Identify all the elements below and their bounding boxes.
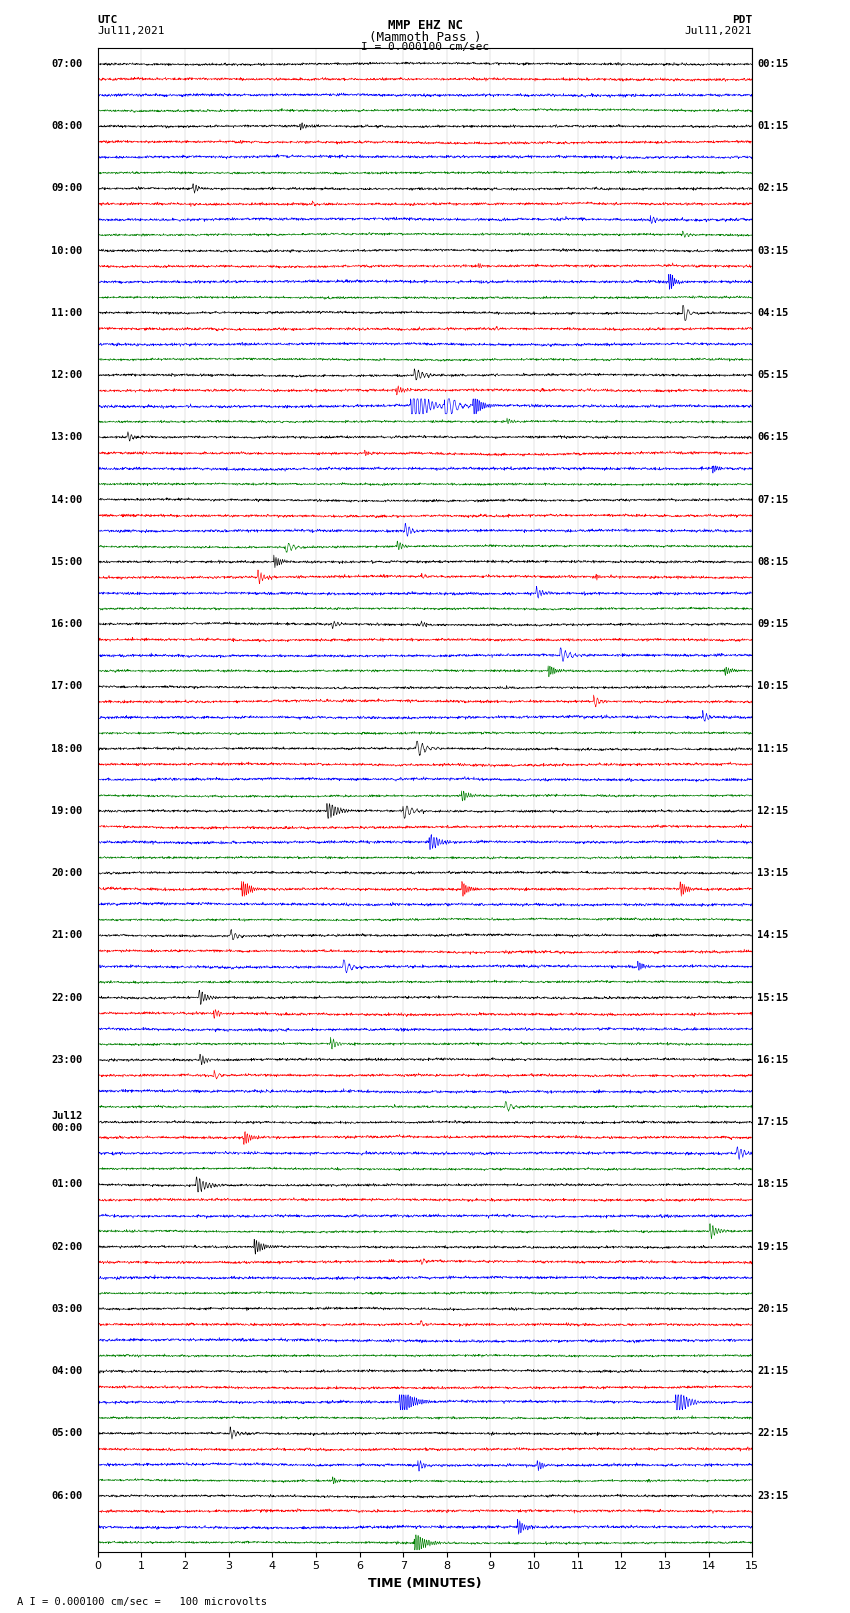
Text: 23:00: 23:00	[51, 1055, 82, 1065]
Text: 13:00: 13:00	[51, 432, 82, 442]
Text: 16:00: 16:00	[51, 619, 82, 629]
Text: PDT: PDT	[732, 15, 752, 24]
Text: 04:00: 04:00	[51, 1366, 82, 1376]
Text: 00:15: 00:15	[757, 60, 789, 69]
Text: 10:00: 10:00	[51, 245, 82, 256]
Text: 23:15: 23:15	[757, 1490, 789, 1500]
Text: 10:15: 10:15	[757, 681, 789, 692]
Text: A I = 0.000100 cm/sec =   100 microvolts: A I = 0.000100 cm/sec = 100 microvolts	[17, 1597, 267, 1607]
Text: 06:00: 06:00	[51, 1490, 82, 1500]
Text: 05:15: 05:15	[757, 371, 789, 381]
Text: 09:00: 09:00	[51, 184, 82, 194]
Text: Jul11,2021: Jul11,2021	[685, 26, 752, 35]
Text: 22:00: 22:00	[51, 992, 82, 1003]
Text: 19:00: 19:00	[51, 806, 82, 816]
X-axis label: TIME (MINUTES): TIME (MINUTES)	[368, 1578, 482, 1590]
Text: Jul11,2021: Jul11,2021	[98, 26, 165, 35]
Text: 09:15: 09:15	[757, 619, 789, 629]
Text: Jul12
00:00: Jul12 00:00	[51, 1111, 82, 1132]
Text: 11:15: 11:15	[757, 744, 789, 753]
Text: 08:00: 08:00	[51, 121, 82, 131]
Text: 03:00: 03:00	[51, 1303, 82, 1315]
Text: MMP EHZ NC: MMP EHZ NC	[388, 19, 462, 32]
Text: 01:15: 01:15	[757, 121, 789, 131]
Text: 20:15: 20:15	[757, 1303, 789, 1315]
Text: 17:15: 17:15	[757, 1118, 789, 1127]
Text: 11:00: 11:00	[51, 308, 82, 318]
Text: 19:15: 19:15	[757, 1242, 789, 1252]
Text: 04:15: 04:15	[757, 308, 789, 318]
Text: I = 0.000100 cm/sec: I = 0.000100 cm/sec	[361, 42, 489, 52]
Text: 17:00: 17:00	[51, 681, 82, 692]
Text: 12:15: 12:15	[757, 806, 789, 816]
Text: 08:15: 08:15	[757, 556, 789, 566]
Text: UTC: UTC	[98, 15, 118, 24]
Text: 14:15: 14:15	[757, 931, 789, 940]
Text: 18:00: 18:00	[51, 744, 82, 753]
Text: 02:15: 02:15	[757, 184, 789, 194]
Text: 15:00: 15:00	[51, 556, 82, 566]
Text: 14:00: 14:00	[51, 495, 82, 505]
Text: (Mammoth Pass ): (Mammoth Pass )	[369, 31, 481, 44]
Text: 13:15: 13:15	[757, 868, 789, 877]
Text: 05:00: 05:00	[51, 1429, 82, 1439]
Text: 20:00: 20:00	[51, 868, 82, 877]
Text: 22:15: 22:15	[757, 1429, 789, 1439]
Text: 07:15: 07:15	[757, 495, 789, 505]
Text: 12:00: 12:00	[51, 371, 82, 381]
Text: 16:15: 16:15	[757, 1055, 789, 1065]
Text: 02:00: 02:00	[51, 1242, 82, 1252]
Text: 07:00: 07:00	[51, 60, 82, 69]
Text: 21:00: 21:00	[51, 931, 82, 940]
Text: 06:15: 06:15	[757, 432, 789, 442]
Text: 21:15: 21:15	[757, 1366, 789, 1376]
Text: 18:15: 18:15	[757, 1179, 789, 1189]
Text: 03:15: 03:15	[757, 245, 789, 256]
Text: 01:00: 01:00	[51, 1179, 82, 1189]
Text: 15:15: 15:15	[757, 992, 789, 1003]
